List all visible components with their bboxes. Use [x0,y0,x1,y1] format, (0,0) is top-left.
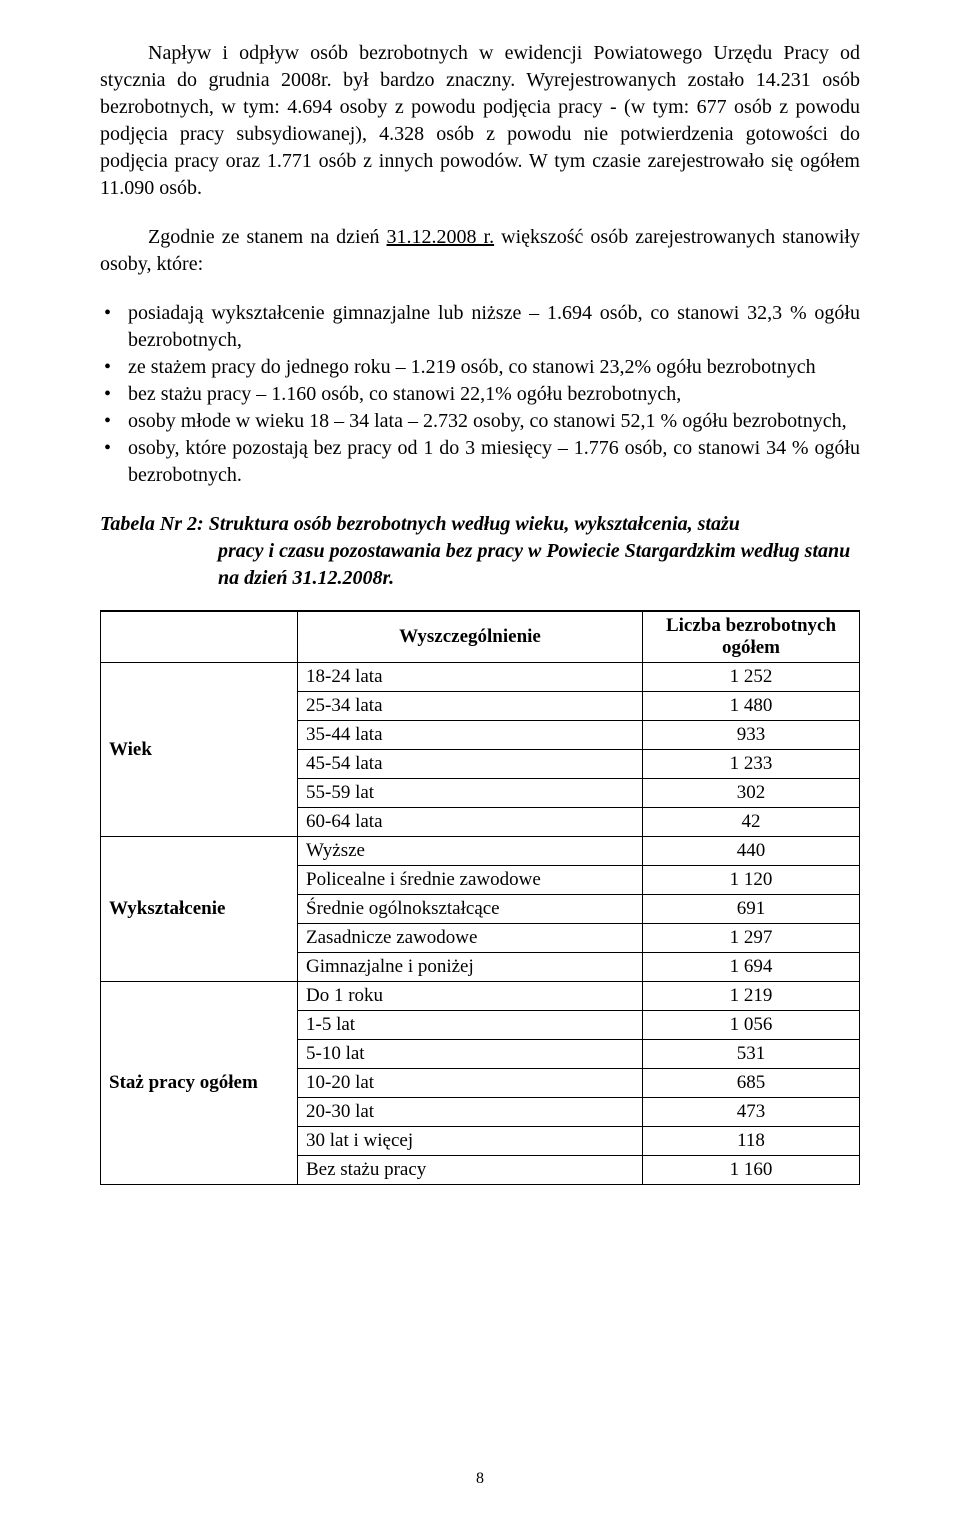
group-label-wyksztalcenie: Wykształcenie [101,837,298,982]
table-cell-value: 1 252 [643,663,860,692]
table-cell-name: Policealne i średnie zawodowe [298,866,643,895]
table-cell-value: 42 [643,808,860,837]
table-cell-value: 933 [643,721,860,750]
table-caption-line2: pracy i czasu pozostawania bez pracy w P… [100,538,860,592]
table-cell-value: 1 297 [643,924,860,953]
bullet-list: posiadają wykształcenie gimnazjalne lub … [100,300,860,489]
table-cell-name: 60-64 lata [298,808,643,837]
table-header-empty [101,611,298,663]
paragraph-2-pre: Zgodnie ze stanem na dzień [148,226,387,248]
table-caption: Tabela Nr 2: Struktura osób bezrobotnych… [100,511,860,592]
table-cell-value: 440 [643,837,860,866]
table-cell-name: 20-30 lat [298,1098,643,1127]
table-cell-value: 1 480 [643,692,860,721]
table-cell-name: Wyższe [298,837,643,866]
table-cell-name: 35-44 lata [298,721,643,750]
table-cell-value: 1 120 [643,866,860,895]
table-cell-name: 18-24 lata [298,663,643,692]
table-cell-value: 685 [643,1069,860,1098]
table-cell-name: 10-20 lat [298,1069,643,1098]
list-item: osoby młode w wieku 18 – 34 lata – 2.732… [100,408,860,435]
document-page: Napływ i odpływ osób bezrobotnych w ewid… [0,0,960,1518]
table-cell-name: Gimnazjalne i poniżej [298,953,643,982]
table-cell-value: 1 160 [643,1156,860,1185]
paragraph-1: Napływ i odpływ osób bezrobotnych w ewid… [100,40,860,202]
page-number: 8 [0,1470,960,1488]
table-cell-name: Zasadnicze zawodowe [298,924,643,953]
table-cell-value: 302 [643,779,860,808]
paragraph-2: Zgodnie ze stanem na dzień 31.12.2008 r.… [100,224,860,278]
table-cell-name: 1-5 lat [298,1011,643,1040]
table-cell-name: Średnie ogólnokształcące [298,895,643,924]
table-cell-value: 473 [643,1098,860,1127]
table-cell-name: Do 1 roku [298,982,643,1011]
table-cell-name: 30 lat i więcej [298,1127,643,1156]
table-header-col2: Wyszczególnienie [298,611,643,663]
table-cell-name: Bez stażu pracy [298,1156,643,1185]
paragraph-2-date: 31.12.2008 r. [387,226,495,248]
list-item: osoby, które pozostają bez pracy od 1 do… [100,435,860,489]
table-cell-name: 45-54 lata [298,750,643,779]
table-header-col3: Liczba bezrobotnych ogółem [643,611,860,663]
table-cell-value: 1 219 [643,982,860,1011]
table-cell-value: 118 [643,1127,860,1156]
list-item: bez stażu pracy – 1.160 osób, co stanowi… [100,381,860,408]
group-label-wiek: Wiek [101,663,298,837]
table-cell-value: 1 694 [643,953,860,982]
list-item: ze stażem pracy do jednego roku – 1.219 … [100,354,860,381]
table-cell-name: 55-59 lat [298,779,643,808]
table-cell-value: 1 056 [643,1011,860,1040]
data-table: Wyszczególnienie Liczba bezrobotnych ogó… [100,610,860,1185]
table-cell-value: 531 [643,1040,860,1069]
list-item: posiadają wykształcenie gimnazjalne lub … [100,300,860,354]
table-cell-name: 5-10 lat [298,1040,643,1069]
table-cell-value: 691 [643,895,860,924]
table-caption-line1: Tabela Nr 2: Struktura osób bezrobotnych… [100,513,740,535]
group-label-staz: Staż pracy ogółem [101,982,298,1185]
table-cell-name: 25-34 lata [298,692,643,721]
table-cell-value: 1 233 [643,750,860,779]
